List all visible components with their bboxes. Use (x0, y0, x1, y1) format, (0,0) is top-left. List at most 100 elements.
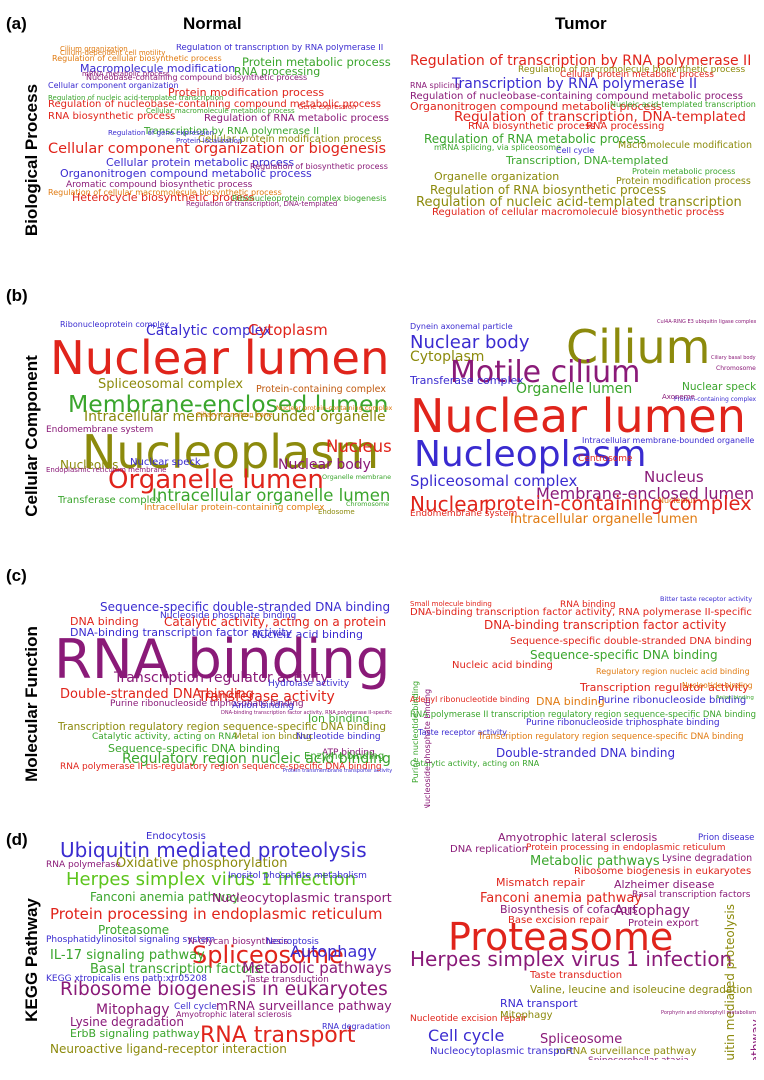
cloud-term: Transcription regulatory region sequence… (58, 721, 387, 733)
cloud-term: Centrosome (578, 454, 633, 464)
cloud-term: Enzyme binding (304, 751, 385, 762)
cloud-term: Intracellular protein-containing complex (144, 503, 325, 513)
cloud-term: Cilium-dependent cell motility (60, 49, 166, 57)
cloud-term: Nuclear protein-containing complex (276, 404, 392, 412)
cloud-term: Spliceosomal complex (410, 472, 578, 490)
cloud-term: ATP binding (322, 748, 375, 758)
cloud-term: Oxidative phosphorylation (116, 856, 288, 871)
cloud-term: Transferase complex (410, 374, 524, 387)
header-normal: Normal (183, 14, 242, 33)
cloud-term: Organelle organization (434, 170, 560, 183)
cloud-term: Spliceosome (540, 1032, 623, 1047)
cloud-term: Protein export (628, 918, 699, 929)
cloud-term: Biosynthesis of cofactors (500, 903, 638, 916)
cloud-term: Nucleus (326, 437, 392, 456)
cloud-term: Macromolecule modification (618, 140, 753, 151)
row-label-kegg-pathway: KEGG Pathway (22, 898, 41, 1022)
cloud-term: Adenyl ribonucleotide binding (410, 695, 530, 704)
cloud-term: Ribosome biogenesis in eukaryotes (60, 979, 388, 1000)
cloud-term: Endomembrane system (410, 509, 518, 519)
cloud-term: Cellular macromolecule metabolic process (146, 107, 295, 115)
cloud-term: IL-17 signaling pathway (50, 948, 205, 963)
cloud-term: Protein transmembrane transporter activi… (283, 768, 392, 774)
cloud-term: Membrane-enclosed lumen (68, 390, 389, 418)
cloud-term: Protein processing in endoplasmic reticu… (526, 843, 726, 853)
cloud-term: N-Glycan biosynthesis (188, 937, 289, 947)
row-label-cellular-component: Cellular Component (22, 355, 41, 517)
cloud-term: Bitter taste receptor activity (660, 596, 753, 603)
cloud-term: Cytoplasm (248, 321, 328, 339)
cloud-term: Regulation of gene expression (108, 129, 215, 137)
cloud-term: Transferase activity (198, 689, 335, 705)
cloud-term: Metal ion binding (234, 732, 312, 742)
cloud-term: Nucleolus (658, 496, 697, 505)
cloud-term: Transcription regulator activity (580, 681, 749, 694)
cloud-term: Regulation of nucleobase-containing comp… (48, 99, 381, 110)
cloud-term: Endocytosis (146, 832, 206, 842)
cloud-term: Organonitrogen compound metabolic proces… (60, 167, 312, 180)
cloud-term: Chromosome (346, 500, 390, 508)
cloud-term: Regulation of biosynthetic process (250, 162, 388, 171)
cloud-term: Spliceosome (192, 941, 344, 969)
cloud-term: Cul4A-RING E3 ubiquitin ligase complex (657, 319, 756, 325)
cloud-term: Motile cilium (450, 355, 641, 390)
cloud-term: Regulation of RNA biosynthetic process (430, 183, 667, 197)
cloud-term: Organelle membrane (322, 473, 392, 481)
cloud-term: Regulation of macromolecule biosynthetic… (518, 65, 746, 75)
cloud-term: Base excision repair (508, 915, 609, 926)
cloud-term: Purine ribonucleoside binding (598, 695, 747, 706)
cloud-term: RNA polymerase (46, 860, 121, 870)
cloud-term: Gene expression (298, 103, 357, 111)
cloud-term: Porphyrin and chlorophyll metabolism (661, 1010, 756, 1016)
cloud-term: Regulation of RNA metabolic process (204, 113, 389, 124)
cloud-term: RNA transport (200, 1023, 356, 1048)
cloud-term: KEGG xtropicalis ens path:xtr05208 (46, 974, 207, 984)
cloud-term: Protein metabolic process (632, 167, 736, 176)
panel-b-letter: (b) (6, 286, 28, 305)
cloud-term: Nuclear lumen (410, 389, 746, 443)
row-label-molecular-function: Molecular Function (22, 626, 41, 782)
cloud-term: Metabolic pathways (530, 854, 660, 869)
cloud-term: Regulation of nucleic acid-templated tra… (416, 195, 742, 210)
wordcloud-biological-process-normal: Regulation of transcription by RNA polym… (46, 44, 392, 260)
cloud-term: DNA binding (536, 695, 605, 708)
cloud-term: RNA splicing (410, 81, 461, 90)
cloud-term: Autophagy (614, 903, 691, 919)
cloud-term: ErbB signaling pathway (70, 1027, 200, 1040)
cloud-term: mRNA metabolic process (82, 70, 170, 78)
cloud-term: Hydrolase activity (268, 679, 350, 689)
cloud-term: Nucleoside phosphate binding (160, 611, 297, 621)
wordcloud-molecular-function-normal: Sequence-specific double-stranded DNA bi… (46, 596, 392, 808)
cloud-term: Protein-containing complex (674, 396, 756, 403)
cloud-term: Transferase complex (58, 495, 162, 506)
cloud-term: mRNA splicing, via spliceosome (434, 143, 561, 152)
cloud-term: Organelle lumen (516, 381, 633, 397)
cloud-term: Nucleobase-containing compound biosynthe… (86, 73, 308, 82)
cloud-term: Protein metabolic process (242, 55, 391, 69)
cloud-term: RNA processing (586, 121, 665, 132)
cloud-term: Nuclear speck (130, 457, 201, 468)
cloud-term: Spliceosomal complex (98, 377, 244, 392)
cloud-term: DNA-binding transcription factor activit… (221, 710, 392, 716)
cloud-term: Basal transcription factors (90, 962, 262, 977)
cloud-term: Double-stranded DNA binding (60, 687, 255, 702)
cloud-term: Nucleoside phosphate binding (423, 688, 432, 808)
cloud-term: Alzheimer disease (614, 878, 715, 891)
row-label-biological-process: Biological Process (22, 83, 41, 237)
cloud-term: Mismatch repair (496, 876, 585, 889)
cloud-term: Cellular protein metabolic process (106, 156, 295, 169)
cloud-term: Purine nucleotide binding (411, 680, 420, 783)
wordcloud-biological-process-tumor: Regulation of transcription by RNA polym… (410, 44, 756, 260)
cloud-term: Herpes simplex virus 1 infection (410, 947, 733, 971)
cloud-term: Organonitrogen compound metabolic proces… (410, 100, 662, 113)
wordcloud-kegg-pathway-normal: Endocytosis Ubiquitin mediated proteolysi… (46, 832, 392, 1060)
cloud-term: Heterocycle biosynthetic process (72, 191, 255, 204)
cloud-term: Nuclear speck (682, 381, 756, 393)
cloud-term: Regulation of transcription, DNA-templat… (454, 109, 746, 125)
cloud-term: Cytoplasm (410, 349, 485, 365)
cloud-term: DNA-binding transcription factor activit… (410, 607, 752, 618)
cloud-term: Basal transcription factors (632, 890, 751, 900)
cloud-term: Ciliary basal body (711, 355, 756, 361)
cloud-term: Regulation of transcription, DNA-templat… (186, 200, 338, 208)
cloud-term: Chromosome (716, 365, 756, 372)
